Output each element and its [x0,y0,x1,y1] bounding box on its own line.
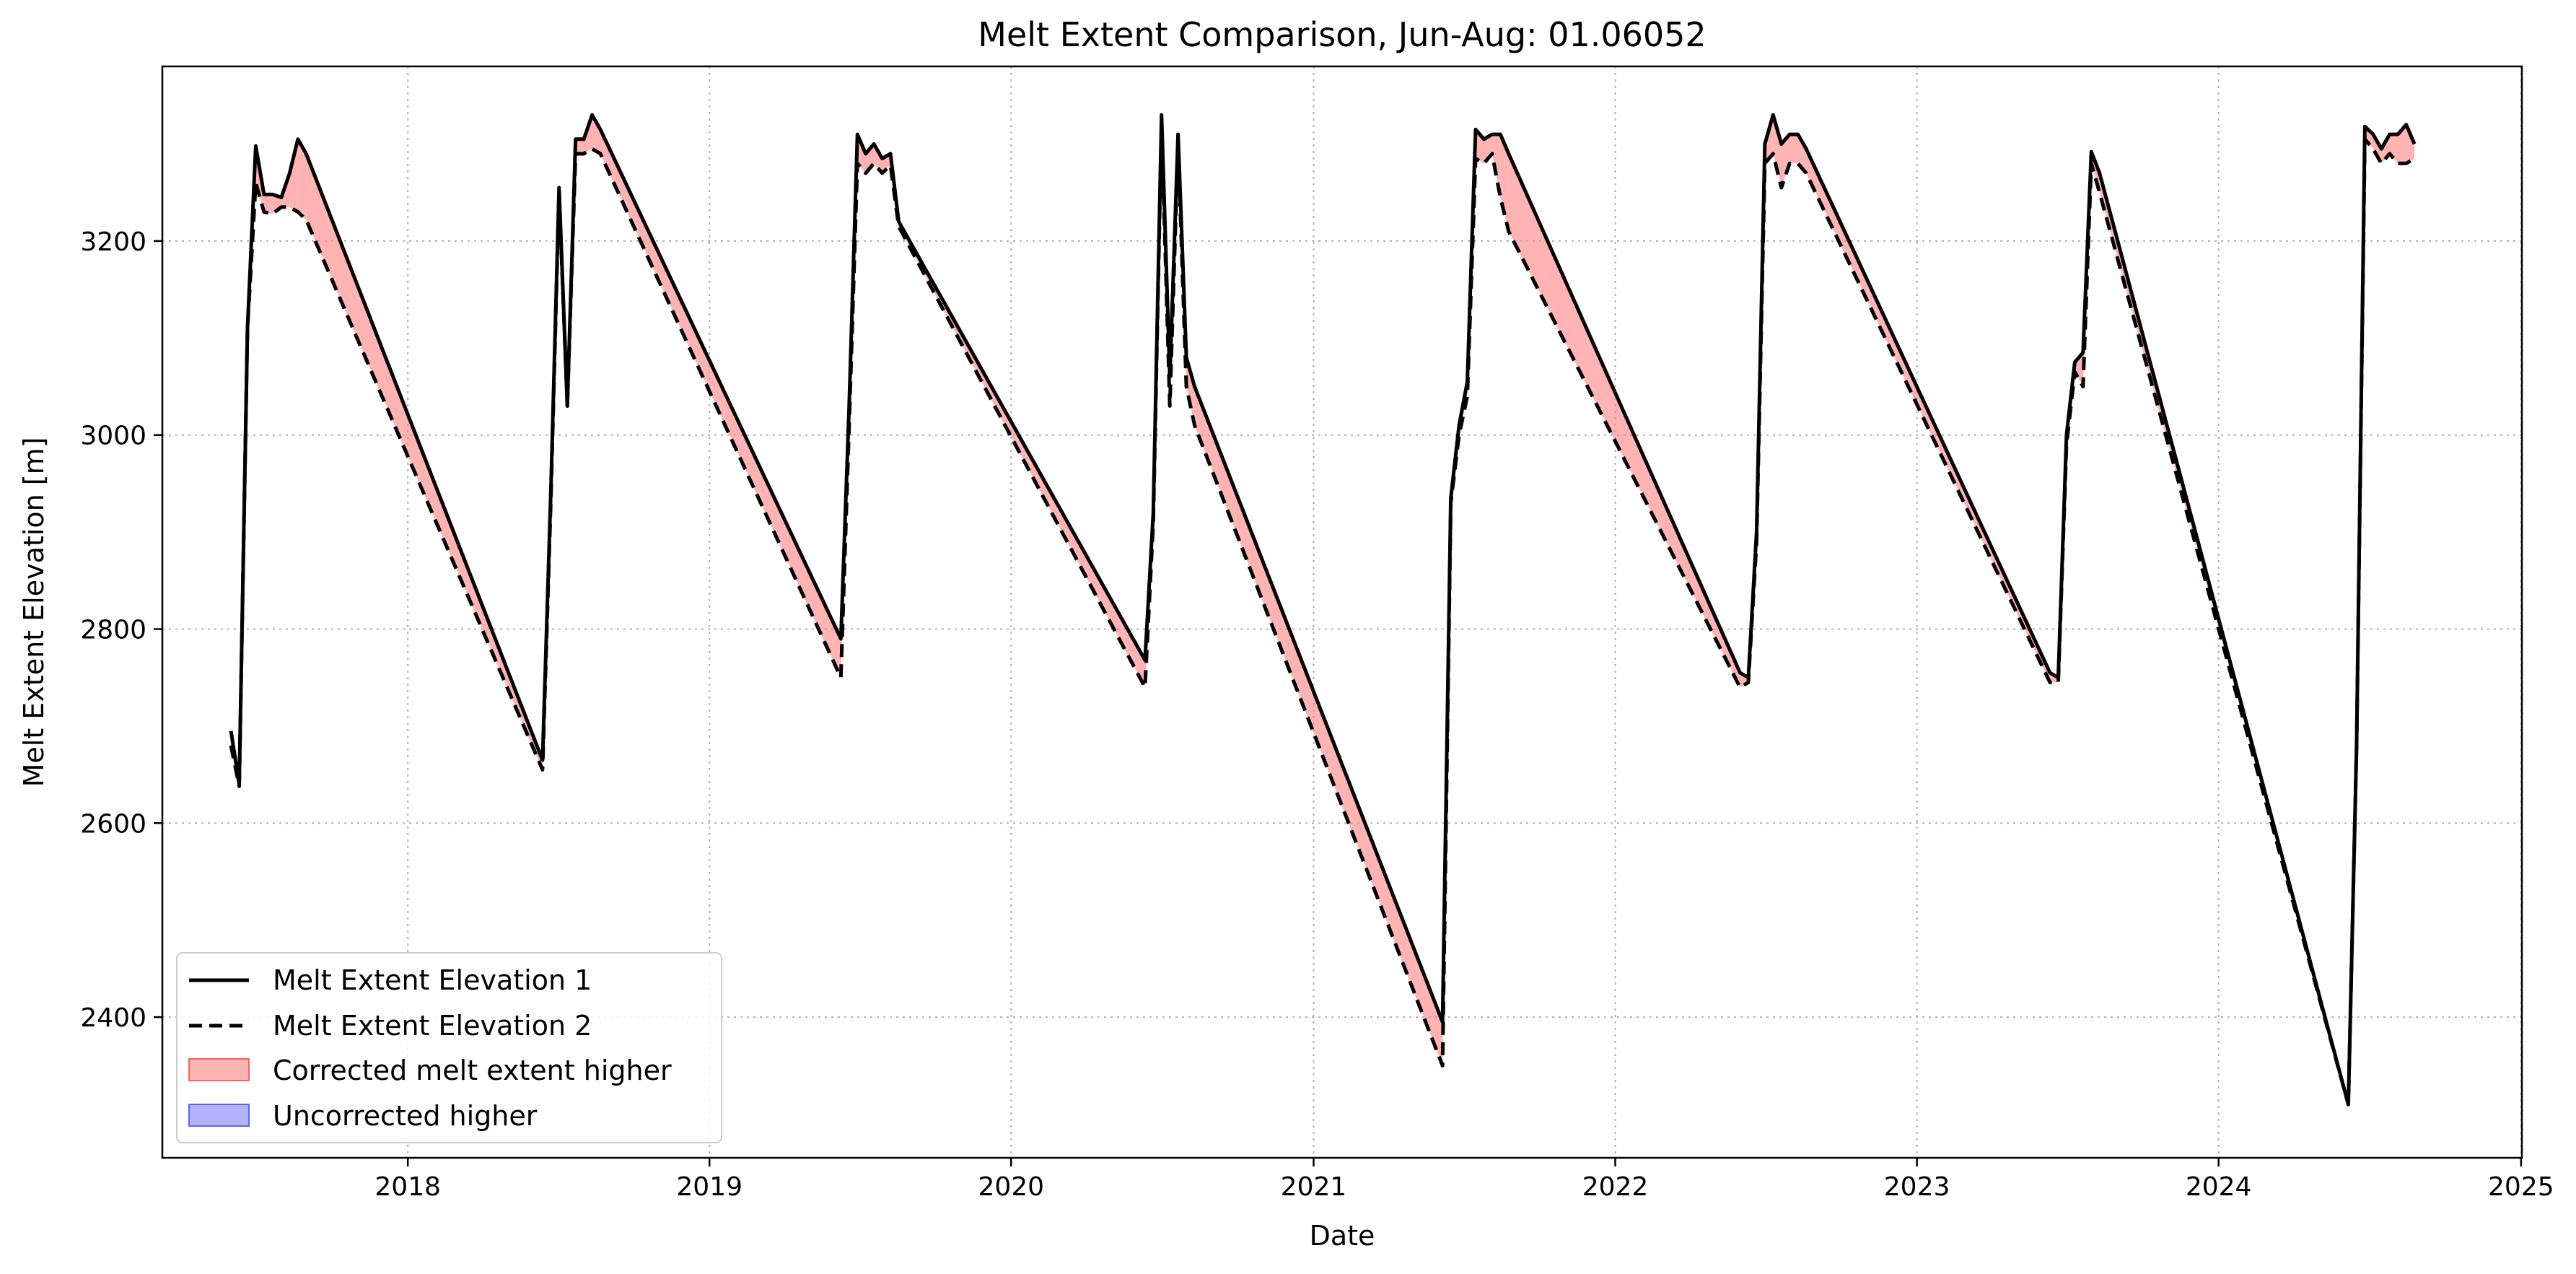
legend-label-series-2: Melt Extent Elevation 2 [273,1010,592,1042]
series-lines [229,113,2417,1107]
x-axis-ticks: 2018 2019 2020 2021 2022 2023 2024 2025 [374,1158,2554,1202]
corrected-higher-fill [2406,124,2415,164]
series-line-melt-extent-elevation-1 [229,113,2417,1107]
legend-red-fill-swatch [188,1058,250,1081]
corrected-higher-fill [297,139,307,220]
corrected-higher-fill [600,129,841,678]
corrected-higher-fill [575,139,584,154]
corrected-higher-fill [1740,673,1748,688]
y-tick-label: 3200 [80,227,146,257]
y-tick-label: 2400 [80,1003,146,1033]
x-tick-label: 2022 [1582,1172,1649,1202]
corrected-higher-fill [272,194,281,214]
legend-label-corrected-higher: Corrected melt extent higher [273,1055,672,1086]
corrected-higher-fill [263,194,273,214]
corrected-higher-fill [1194,386,1443,1066]
y-tick-label: 2800 [80,616,146,645]
x-tick-label: 2025 [2488,1172,2554,1202]
corrected-higher-fill [1186,357,1195,426]
legend-box [176,952,722,1143]
corrected-higher-fill [1789,134,1798,164]
x-tick-label: 2024 [2186,1172,2252,1202]
corrected-higher-fill [1773,115,1782,188]
corrected-higher-fill [289,139,298,212]
series-line-melt-extent-elevation-2 [229,123,2416,1107]
x-tick-label: 2023 [1884,1172,1950,1202]
corrected-higher-fill [592,115,601,154]
y-tick-label: 3000 [80,422,146,451]
corrected-higher-fill [1500,134,1509,232]
legend-blue-fill-swatch [188,1104,250,1127]
chart-title: Melt Extent Comparison, Jun-Aug: 01.0605… [978,15,1706,54]
corrected-higher-fill [1491,134,1501,198]
plot-frame [161,65,2523,1159]
y-axis-title: Melt Extent Elevation [m] [18,437,50,787]
chart-legend: Melt Extent Elevation 1 Melt Extent Elev… [176,952,722,1143]
corrected-higher-fill [2365,126,2373,149]
corrected-higher-fill [2389,134,2398,164]
corrected-higher-fill [1781,134,1790,188]
x-axis-title: Date [1310,1220,1375,1252]
x-tick-label: 2020 [978,1172,1044,1202]
y-tick-label: 2600 [80,809,146,839]
x-tick-label: 2018 [374,1172,441,1202]
y-axis-ticks: 2400 2600 2800 3000 3200 [80,227,162,1033]
x-tick-label: 2019 [676,1172,742,1202]
legend-label-uncorrected-higher: Uncorrected higher [273,1100,538,1132]
legend-label-series-1: Melt Extent Elevation 1 [273,964,592,996]
x-tick-label: 2021 [1281,1172,1347,1202]
